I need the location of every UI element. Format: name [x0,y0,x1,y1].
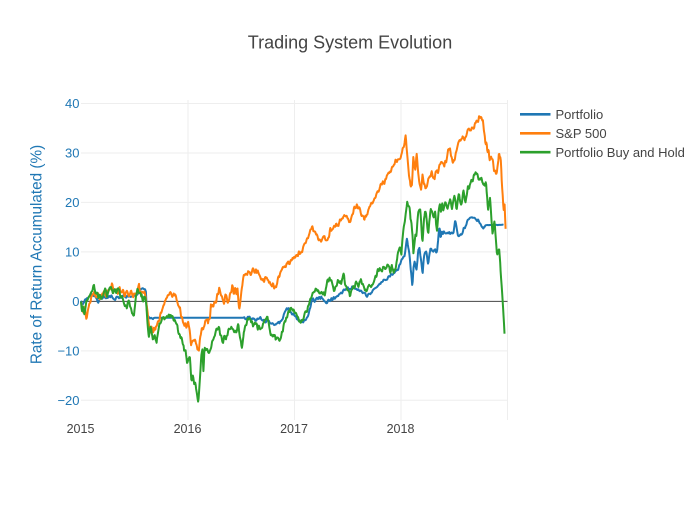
svg-text:2016: 2016 [174,422,202,436]
svg-text:40: 40 [65,96,79,111]
svg-text:20: 20 [65,195,79,210]
svg-text:2017: 2017 [280,422,308,436]
svg-text:0: 0 [72,294,79,309]
svg-text:−20: −20 [57,393,79,408]
svg-text:−10: −10 [57,344,79,359]
svg-text:2018: 2018 [387,422,415,436]
svg-text:Portfolio Buy and Hold: Portfolio Buy and Hold [556,145,685,160]
svg-text:S&P 500: S&P 500 [556,126,607,141]
svg-text:2015: 2015 [67,422,95,436]
svg-text:Rate of Return Accumulated (%): Rate of Return Accumulated (%) [29,145,46,364]
svg-text:30: 30 [65,146,79,161]
svg-text:Trading System Evolution: Trading System Evolution [248,33,452,53]
svg-text:Portfolio: Portfolio [556,107,604,122]
svg-text:10: 10 [65,245,79,260]
